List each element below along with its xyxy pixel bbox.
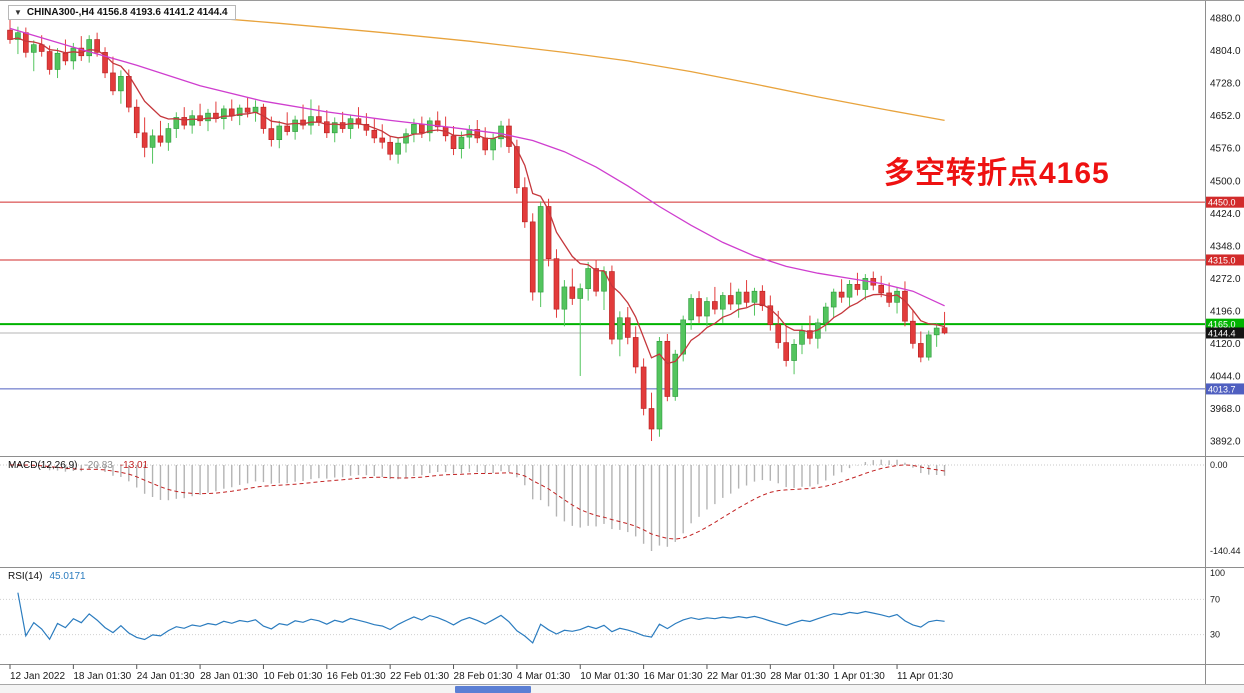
svg-text:4450.0: 4450.0 (1208, 198, 1236, 208)
svg-text:28 Feb 01:30: 28 Feb 01:30 (454, 671, 513, 682)
svg-text:4013.7: 4013.7 (1208, 384, 1236, 394)
svg-text:28 Jan 01:30: 28 Jan 01:30 (200, 671, 258, 682)
svg-text:0.00: 0.00 (1210, 460, 1228, 470)
svg-text:4348.0: 4348.0 (1210, 241, 1241, 252)
price-badge-4315.0: 4315.0 (1206, 254, 1244, 266)
horizontal-scrollbar[interactable] (0, 684, 1244, 693)
macd-name: MACD(12,26,9) (8, 460, 78, 471)
rsi-value: 45.0171 (49, 571, 86, 582)
ma-line-mid (9, 27, 945, 307)
svg-text:70: 70 (1210, 594, 1220, 604)
annotation-text: 多空转折点4165 (884, 157, 1110, 190)
symbol-title-box[interactable]: ▼ CHINA300-,H4 4156.8 4193.6 4141.2 4144… (8, 5, 236, 20)
price-badge-4144.4: 4144.4 (1206, 327, 1244, 339)
svg-text:4196.0: 4196.0 (1210, 306, 1241, 317)
macd-indicator-label: MACD(12,26,9) -20.83 -13.01 (8, 460, 148, 471)
svg-text:24 Jan 01:30: 24 Jan 01:30 (137, 671, 195, 682)
svg-text:4576.0: 4576.0 (1210, 144, 1241, 155)
svg-text:4880.0: 4880.0 (1210, 14, 1241, 25)
svg-text:22 Feb 01:30: 22 Feb 01:30 (390, 671, 449, 682)
rsi-indicator-label: RSI(14) 45.0171 (8, 571, 86, 582)
one-click-trading-collapse-icon[interactable]: ▼ (14, 7, 22, 17)
svg-text:3968.0: 3968.0 (1210, 404, 1241, 415)
svg-text:4804.0: 4804.0 (1210, 46, 1241, 57)
price-badge-4165.0: 4165.0 (1206, 318, 1244, 330)
svg-text:22 Mar 01:30: 22 Mar 01:30 (707, 671, 766, 682)
macd-panel: 0.00 -140.44 (0, 459, 1241, 556)
svg-text:4652.0: 4652.0 (1210, 111, 1241, 122)
price-badge-4013.7: 4013.7 (1206, 383, 1244, 395)
svg-text:4500.0: 4500.0 (1210, 176, 1241, 187)
svg-text:4 Mar 01:30: 4 Mar 01:30 (517, 671, 571, 682)
price-badge-4450.0: 4450.0 (1206, 196, 1244, 208)
svg-text:4120.0: 4120.0 (1210, 339, 1241, 350)
svg-text:10 Mar 01:30: 10 Mar 01:30 (580, 671, 639, 682)
svg-text:100: 100 (1210, 568, 1225, 578)
svg-text:4272.0: 4272.0 (1210, 274, 1241, 285)
symbol-ohlc-title: CHINA300-,H4 4156.8 4193.6 4141.2 4144.4 (26, 7, 228, 18)
rsi-name: RSI(14) (8, 571, 43, 582)
price-axis[interactable]: 4880.0 4804.0 4728.0 4652.0 4576.0 4500.0 4424… (1206, 14, 1244, 448)
svg-text:-140.44: -140.44 (1210, 546, 1241, 556)
svg-text:4424.0: 4424.0 (1210, 209, 1241, 220)
svg-text:4165.0: 4165.0 (1208, 320, 1236, 330)
scrollbar-thumb[interactable] (455, 686, 531, 693)
ma-line-fast (9, 37, 945, 365)
rsi-line (17, 592, 945, 644)
svg-text:30: 30 (1210, 630, 1220, 640)
ma-line-slow (184, 14, 945, 122)
svg-text:4144.4: 4144.4 (1208, 328, 1236, 338)
svg-text:18 Jan 01:30: 18 Jan 01:30 (73, 671, 131, 682)
svg-text:12 Jan 2022: 12 Jan 2022 (10, 671, 65, 682)
svg-text:1 Apr 01:30: 1 Apr 01:30 (834, 671, 886, 682)
svg-text:3892.0: 3892.0 (1210, 437, 1241, 448)
svg-text:11 Apr 01:30: 11 Apr 01:30 (897, 671, 953, 682)
macd-main-value: -20.83 (84, 460, 113, 471)
rsi-panel: 100 70 30 (0, 568, 1225, 644)
svg-text:16 Mar 01:30: 16 Mar 01:30 (644, 671, 703, 682)
macd-signal-line (9, 464, 945, 540)
svg-text:4728.0: 4728.0 (1210, 79, 1241, 90)
svg-text:4315.0: 4315.0 (1208, 255, 1236, 265)
svg-text:10 Feb 01:30: 10 Feb 01:30 (263, 671, 322, 682)
svg-text:4044.0: 4044.0 (1210, 371, 1241, 382)
candles-layer (7, 18, 948, 442)
main-price-panel (0, 201, 1205, 390)
svg-text:16 Feb 01:30: 16 Feb 01:30 (327, 671, 386, 682)
time-axis[interactable]: 12 Jan 2022 18 Jan 01:30 24 Jan 01:30 28 Ja… (9, 664, 953, 683)
svg-text:28 Mar 01:30: 28 Mar 01:30 (770, 671, 829, 682)
macd-signal-value: -13.01 (119, 460, 149, 471)
